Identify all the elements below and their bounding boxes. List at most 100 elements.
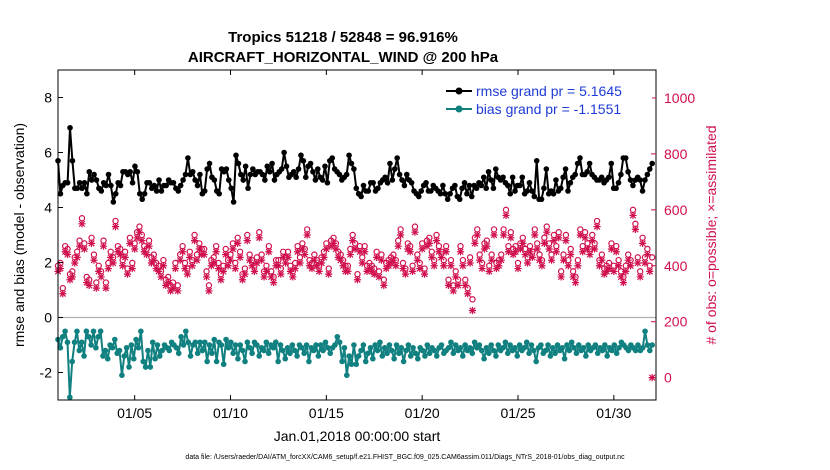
bias-point-97 — [284, 344, 291, 351]
rmse-point-136 — [382, 174, 388, 181]
bias-point-99 — [289, 342, 296, 348]
rmse-point-26 — [117, 182, 124, 189]
y-right-tick-label-2: 400 — [664, 258, 688, 274]
rmse-point-233 — [615, 179, 622, 186]
bias-point-62 — [201, 339, 208, 346]
obs-assimilated-point-102 — [298, 245, 306, 253]
rmse-point-145 — [404, 171, 410, 178]
bias-point-96 — [282, 355, 289, 362]
rmse-point-160 — [440, 182, 446, 189]
rmse-point-11 — [81, 179, 88, 186]
obs-assimilated-point-43 — [157, 273, 165, 281]
rmse-point-239 — [630, 182, 636, 189]
bias-point-232 — [604, 353, 610, 359]
obs-assimilated-point-201 — [535, 256, 544, 264]
bias-point-220 — [575, 342, 582, 348]
obs-assimilated-point-245 — [641, 259, 649, 267]
bias-point-211 — [554, 342, 561, 348]
x-tick-label-2: 01/15 — [309, 405, 344, 421]
obs-assimilated-point-71 — [224, 262, 232, 270]
obs-assimilated-point-104 — [303, 231, 311, 239]
obs-assimilated-point-17 — [95, 267, 103, 275]
rmse-point-140 — [391, 166, 398, 172]
obs-assimilated-point-234 — [615, 262, 623, 270]
y-right-tick-label-3: 600 — [664, 202, 688, 218]
bias-point-151 — [412, 350, 419, 357]
axis-ticks: 01/05 01/10 01/15 01/20 01/25 01/30 -2 0 2 4 6 8 0 20… — [40, 70, 695, 421]
rmse-point-88 — [266, 168, 273, 175]
rmse-point-187 — [505, 182, 511, 189]
bias-point-178 — [476, 342, 483, 348]
bias-point-123 — [346, 353, 352, 359]
obs-assimilated-point-58 — [193, 256, 201, 264]
bias-point-146 — [400, 358, 407, 365]
bias-point-14 — [88, 342, 94, 348]
bias-point-63 — [204, 358, 210, 365]
rmse-point-221 — [586, 160, 593, 167]
obs-assimilated-point-84 — [255, 234, 263, 242]
bias-point-213 — [559, 344, 566, 351]
obs-assimilated-point-238 — [624, 256, 632, 264]
bias-point-127 — [355, 353, 362, 359]
obs-assimilated-point-247 — [646, 267, 654, 275]
rmse-point-78 — [242, 163, 249, 170]
bias-point-227 — [592, 342, 599, 348]
obs-assimilated-point-124 — [351, 245, 359, 253]
obs-assimilated-point-6 — [68, 273, 76, 281]
obs-assimilated-point-148 — [408, 267, 417, 275]
obs-assimilated-point-208 — [552, 248, 560, 256]
obs-assimilated-point-99 — [291, 264, 299, 273]
bias-point-75 — [232, 342, 239, 348]
obs-assimilated-point-18 — [97, 273, 105, 281]
rmse-point-142 — [396, 171, 403, 178]
bias-point-118 — [334, 333, 341, 340]
obs-assimilated-point-143 — [397, 231, 405, 239]
obs-assimilated-point-161 — [440, 262, 448, 270]
bias-point-94 — [277, 342, 284, 348]
bias-point-204 — [538, 342, 544, 348]
rmse-point-50 — [175, 188, 182, 194]
obs-assimilated-point-32 — [131, 245, 139, 253]
rmse-point-94 — [281, 149, 287, 156]
obs-assimilated-point-157 — [430, 262, 438, 270]
obs-assimilated-point-205 — [545, 245, 553, 253]
rmse-point-124 — [353, 185, 360, 192]
rmse-point-105 — [307, 160, 314, 167]
obs-assimilated-point-69 — [219, 267, 227, 275]
rmse-point-244 — [642, 177, 648, 183]
rmse-point-153 — [423, 179, 429, 186]
bias-point-222 — [580, 344, 587, 351]
obs-assimilated-point-15 — [90, 256, 98, 264]
obs-assimilated-point-176 — [476, 256, 484, 264]
bias-point-121 — [341, 344, 348, 351]
bias-point-67 — [213, 358, 220, 365]
rmse-point-209 — [557, 185, 564, 192]
rmse-point-106 — [310, 168, 316, 175]
rmse-point-103 — [302, 174, 309, 181]
bias-point-81 — [246, 344, 253, 351]
obs-assimilated-point-181 — [488, 256, 496, 264]
obs-assimilated-point-2 — [59, 290, 67, 298]
obs-assimilated-point-224 — [591, 245, 599, 253]
bias-point-200 — [528, 342, 535, 348]
obs-assimilated-point-218 — [576, 231, 584, 239]
bias-point-33 — [133, 336, 139, 343]
rmse-point-226 — [598, 174, 605, 181]
bias-point-105 — [303, 342, 310, 348]
obs-assimilated-point-100 — [293, 248, 302, 256]
obs-assimilated-point-62 — [202, 273, 211, 281]
bias-point-180 — [481, 355, 487, 362]
rmse-point-21 — [105, 171, 112, 178]
bias-point-224 — [585, 342, 592, 348]
rmse-point-137 — [384, 179, 391, 186]
bias-point-28 — [121, 353, 128, 359]
rmse-point-86 — [262, 177, 268, 183]
obs-assimilated-point-21 — [104, 264, 112, 273]
obs-assimilated-point-42 — [155, 267, 163, 275]
rmse-point-139 — [389, 177, 396, 183]
obs-assimilated-point-82 — [250, 267, 259, 275]
obs-assimilated-point-28 — [121, 253, 129, 261]
obs-assimilated-point-70 — [222, 250, 230, 259]
rmse-point-79 — [245, 185, 251, 192]
obs-assimilated-point-239 — [627, 262, 635, 270]
